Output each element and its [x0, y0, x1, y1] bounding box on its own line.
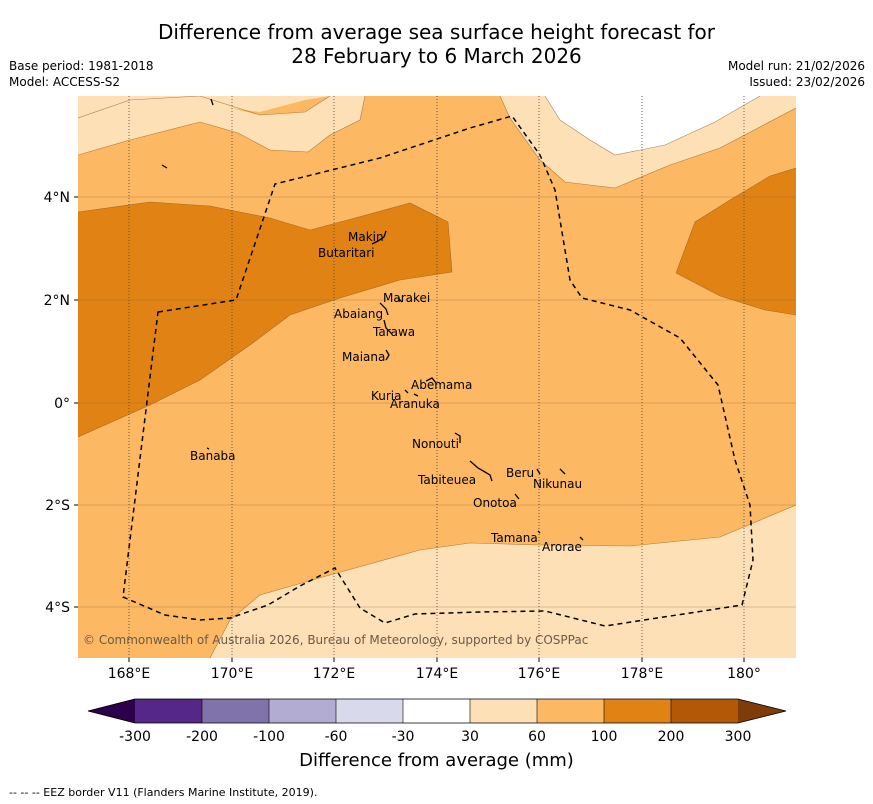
colorbar-high-extension	[738, 699, 786, 723]
colorbar-segment-9	[671, 699, 738, 723]
colorbar-tick-10: 300	[725, 729, 752, 745]
band-30-60-south	[210, 505, 796, 658]
label-beru: Beru	[506, 466, 534, 480]
label-nonouti: Nonouti	[412, 437, 459, 451]
axis-ticks	[74, 196, 745, 662]
label-arorae: Arorae	[542, 540, 582, 554]
label-butaritari: Butaritari	[318, 246, 375, 260]
base-period: Base period: 1981-2018	[9, 59, 154, 73]
label-maiana: Maiana	[342, 350, 385, 364]
lon-label-180: 180°	[727, 666, 761, 682]
island-outlines	[161, 98, 584, 541]
lat-label-2n: 2°N	[44, 293, 70, 309]
label-abemama: Abemama	[411, 378, 472, 392]
label-onotoa: Onotoa	[473, 496, 517, 510]
model-name: Model: ACCESS-S2	[9, 75, 121, 89]
island-banaba	[206, 447, 210, 450]
label-nikunau: Nikunau	[533, 477, 582, 491]
title-line-2: 28 February to 6 March 2026	[291, 44, 582, 68]
lat-label-0: 0°	[54, 396, 70, 412]
band-100-200-west	[78, 202, 452, 437]
band-30-60-north-west	[78, 96, 330, 155]
island-tamana	[537, 530, 541, 534]
lon-label-176e: 176°E	[518, 666, 561, 682]
lon-label-168e: 168°E	[108, 666, 151, 682]
contour-lines	[78, 96, 796, 658]
place-labels: Makin Butaritari Marakei Abaiang Tarawa …	[190, 230, 582, 554]
colorbar-tick-5: -30	[392, 729, 415, 745]
meta-right: Model run: 21/02/2026 Issued: 23/02/2026	[728, 58, 865, 90]
lat-label-2s: 2°S	[45, 498, 70, 514]
colorbar-segment-8	[604, 699, 671, 723]
band-100-200-east	[676, 168, 796, 315]
island-north	[210, 98, 214, 106]
island-north-west	[161, 164, 168, 169]
lon-label-170e: 170°E	[211, 666, 254, 682]
colorbar-tick-3: -100	[253, 729, 285, 745]
colorbar-tick-2: -200	[186, 729, 218, 745]
colorbar-tick-4: -60	[325, 729, 348, 745]
island-onotoa	[514, 493, 520, 500]
colorbar	[87, 698, 787, 724]
colorbar-segment-3	[269, 699, 336, 723]
island-maiana	[385, 349, 390, 361]
colorbar-segment-2	[202, 699, 269, 723]
colorbar-segment-1	[135, 699, 202, 723]
label-tamana: Tamana	[490, 531, 538, 545]
eez-footnote: -- -- -- EEZ border V11 (Flanders Marine…	[9, 786, 318, 799]
island-nonouti	[454, 432, 461, 443]
label-kuria: Kuria	[371, 389, 402, 403]
copyright-notice: © Commonwealth of Australia 2026, Bureau…	[83, 633, 588, 647]
colorbar-segment-5	[403, 699, 470, 723]
longitude-gridlines	[128, 96, 745, 658]
colorbar-segment-6	[470, 699, 537, 723]
chart-title: Difference from average sea surface heig…	[0, 20, 873, 68]
label-marakei: Marakei	[383, 291, 430, 305]
island-abaiang	[379, 302, 389, 316]
colorbar-tick-labels: -300 -200 -100 -60 -30 30 60 100 200 300	[119, 729, 751, 745]
island-marakei	[397, 297, 403, 303]
latitude-labels: 4°N 2°N 0° 2°S 4°S	[44, 190, 71, 616]
longitude-labels: 168°E 170°E 172°E 174°E 176°E 178°E 180°	[108, 666, 761, 682]
label-tabiteuea: Tabiteuea	[417, 473, 476, 487]
eez-border	[122, 115, 754, 627]
colorbar-segment-7	[537, 699, 604, 723]
colorbar-tick-7: 60	[528, 729, 546, 745]
colorbar-low-extension	[88, 699, 135, 723]
lat-label-4n: 4°N	[44, 190, 70, 206]
label-tarawa: Tarawa	[372, 325, 415, 339]
island-arorae	[579, 536, 584, 541]
title-line-1: Difference from average sea surface heig…	[157, 20, 716, 44]
colorbar-segment-4	[336, 699, 403, 723]
island-kuria	[404, 389, 409, 394]
lon-label-174e: 174°E	[416, 666, 459, 682]
issued-date: Issued: 23/02/2026	[749, 75, 865, 89]
lon-label-178e: 178°E	[621, 666, 664, 682]
island-tabiteuea	[469, 460, 493, 482]
island-butaritari	[371, 230, 387, 245]
label-banaba: Banaba	[190, 449, 236, 463]
label-abaiang: Abaiang	[334, 307, 383, 321]
label-makin: Makin	[348, 230, 384, 244]
island-tarawa	[383, 319, 393, 335]
meta-left: Base period: 1981-2018 Model: ACCESS-S2	[9, 58, 154, 90]
colorbar-tick-8: 100	[591, 729, 618, 745]
model-run: Model run: 21/02/2026	[727, 59, 865, 73]
colorbar-title: Difference from average (mm)	[299, 750, 574, 771]
band-neutral-north-east	[545, 96, 760, 155]
colorbar-tick-1: -300	[119, 729, 151, 745]
band-30-60-north	[200, 96, 365, 152]
island-abemama	[425, 377, 437, 384]
island-beru	[536, 468, 541, 475]
island-aranuka	[413, 393, 419, 397]
colorbar-tick-6: 30	[461, 729, 479, 745]
island-nikunau	[559, 468, 566, 475]
colorbar-tick-9: 200	[658, 729, 685, 745]
lon-label-172e: 172°E	[313, 666, 356, 682]
lat-label-4s: 4°S	[45, 600, 70, 616]
label-aranuka: Aranuka	[390, 397, 440, 411]
